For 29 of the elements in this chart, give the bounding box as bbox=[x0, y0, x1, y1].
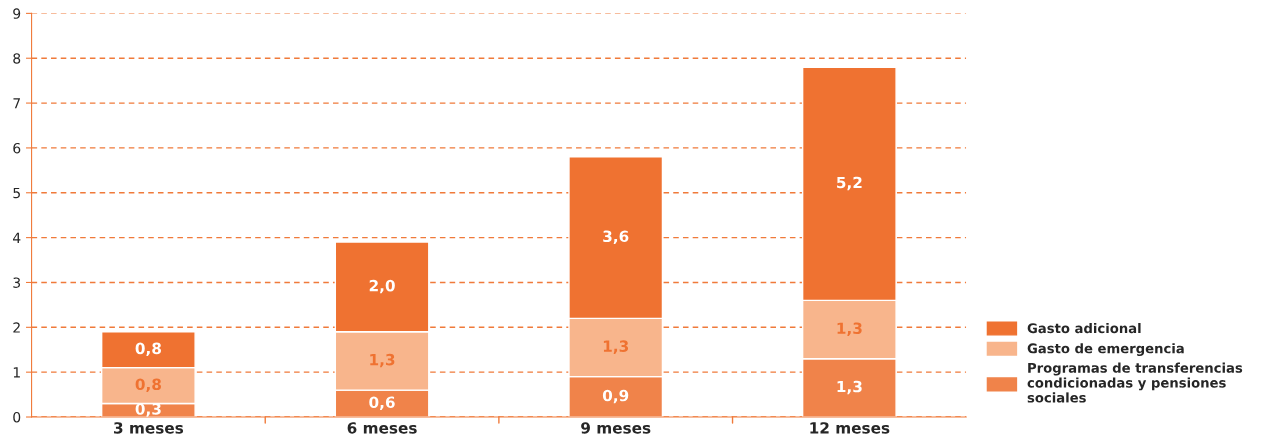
data-label: 0,8 bbox=[135, 342, 161, 357]
x-tick-label: 6 meses bbox=[347, 422, 417, 434]
data-label: 1,3 bbox=[603, 340, 629, 354]
data-label: 0,9 bbox=[602, 389, 629, 404]
x-tick-label: 3 meses bbox=[114, 422, 184, 434]
data-label: 0,6 bbox=[369, 396, 395, 410]
data-label: 2,0 bbox=[369, 279, 395, 294]
y-tick-label: 7 bbox=[13, 98, 20, 109]
y-tick-label: 5 bbox=[13, 187, 20, 199]
legend-label: Gasto adicional bbox=[1027, 322, 1141, 334]
legend-label: Gasto de emergencia bbox=[1027, 343, 1184, 357]
y-tick-label: 2 bbox=[13, 322, 20, 333]
data-label: 1,3 bbox=[837, 380, 862, 395]
legend-label: Programas de transferencias condicionadas y pensiones sociales bbox=[1027, 362, 1243, 403]
data-label: 0,3 bbox=[135, 403, 161, 417]
y-tick-label: 6 bbox=[13, 142, 21, 154]
y-tick-label: 4 bbox=[13, 232, 21, 243]
data-label: 5,2 bbox=[837, 176, 862, 191]
data-label: 1,3 bbox=[370, 353, 395, 368]
y-tick-label: 1 bbox=[13, 367, 20, 378]
y-tick-label: 9 bbox=[13, 8, 21, 19]
y-tick-label: 8 bbox=[13, 53, 21, 64]
data-label: 1,3 bbox=[837, 322, 862, 336]
y-tick-label: 3 bbox=[13, 277, 21, 288]
x-tick-label: 9 meses bbox=[581, 422, 651, 434]
data-label: 3,6 bbox=[603, 230, 629, 244]
data-label: 0,8 bbox=[135, 378, 161, 392]
y-tick-label: 0 bbox=[13, 411, 21, 423]
x-tick-label: 12 meses bbox=[810, 422, 890, 434]
